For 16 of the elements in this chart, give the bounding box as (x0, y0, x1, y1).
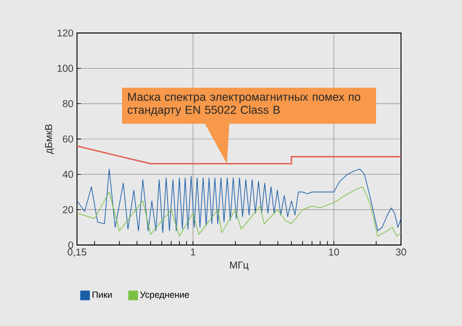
x-tick-label: 0,15 (68, 248, 86, 257)
legend-label: Усреднение (140, 292, 190, 300)
x-tick-label: 1 (191, 248, 196, 256)
x-tick-label: 10 (329, 248, 339, 256)
y-tick-label: 20 (62, 206, 74, 214)
y-axis-title: дБмкВ (45, 124, 54, 154)
x-axis-title: МГц (230, 262, 248, 270)
y-tick-label: 60 (62, 135, 74, 143)
y-tick-label: 40 (62, 170, 74, 178)
x-tick-label: 30 (396, 248, 406, 256)
y-tick-label: 80 (62, 100, 74, 108)
y-tick-label: 100 (58, 64, 74, 72)
y-tick-label: 0 (68, 241, 74, 249)
annotation: Маска спектра электромагнитных помех по стандарту EN 55022 Class B (128, 92, 360, 116)
legend-label: Пики (92, 292, 112, 298)
y-tick-label: 120 (58, 29, 74, 37)
